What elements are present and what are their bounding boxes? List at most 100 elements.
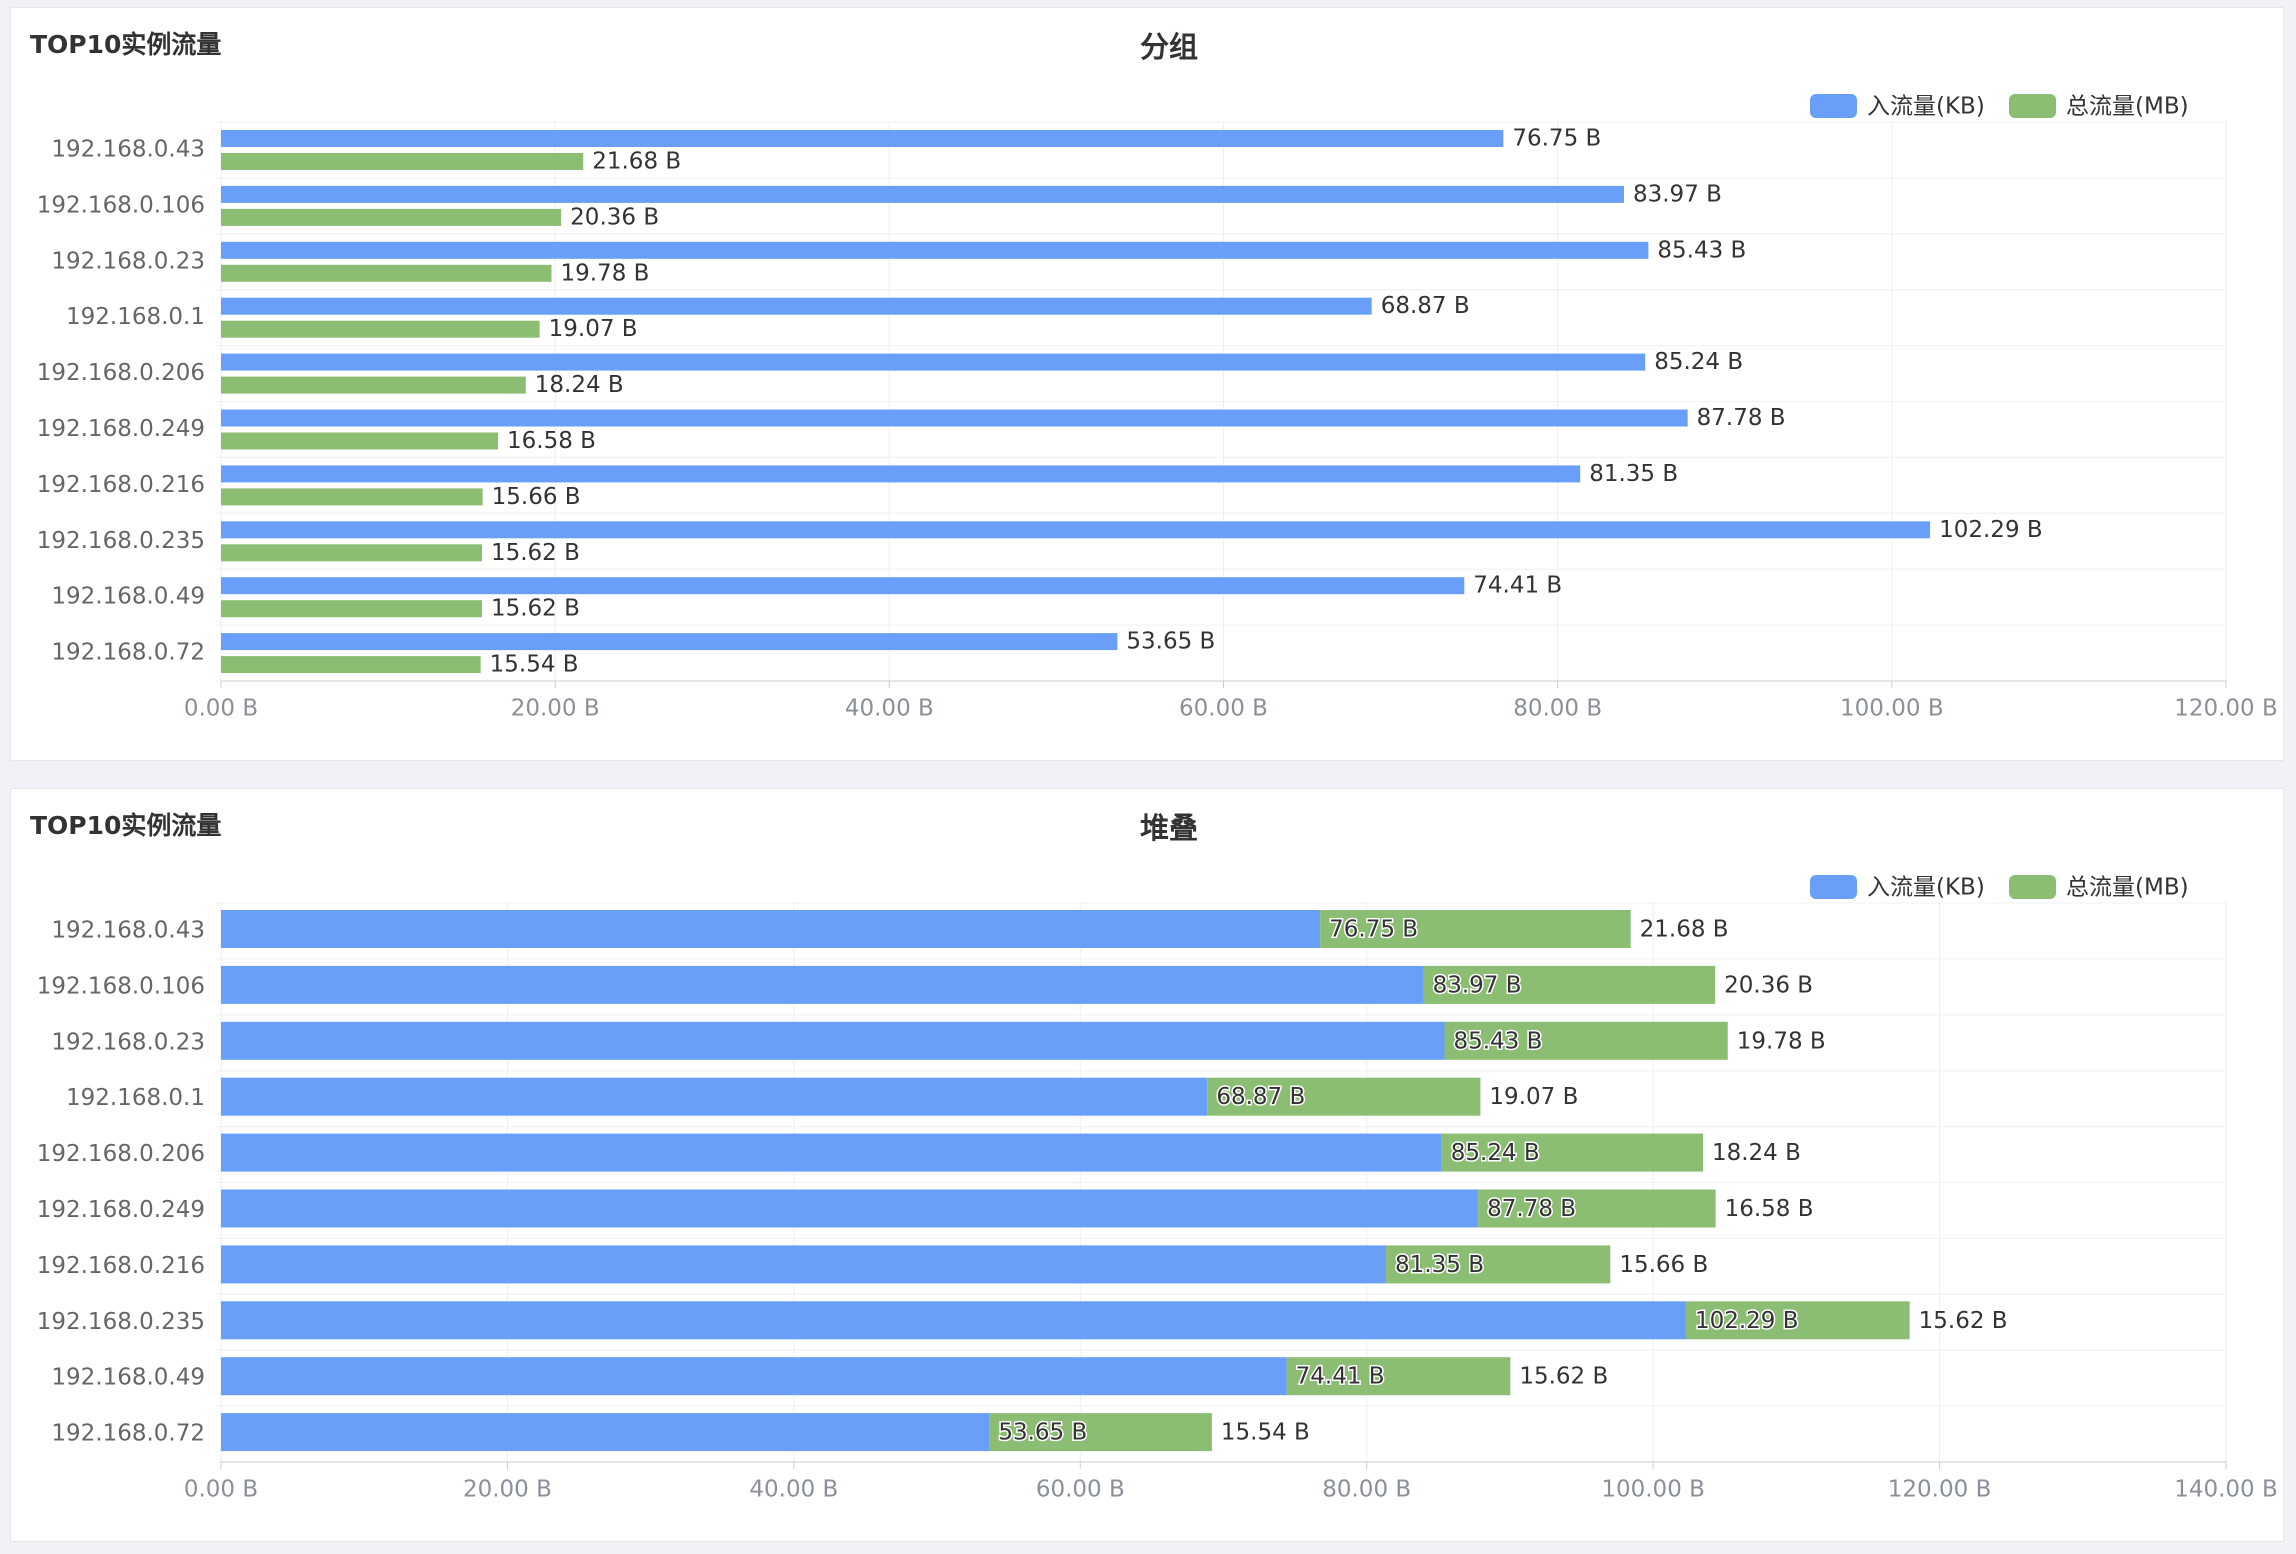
- legend-swatch: [2009, 875, 2056, 899]
- panel-title: TOP10实例流量: [30, 30, 221, 59]
- data-label: 87.78 B: [1697, 405, 1786, 431]
- bar-segment: [1207, 1077, 1481, 1116]
- bar: [221, 544, 482, 562]
- data-label: 81.35 B: [1589, 461, 1678, 487]
- data-label: 15.62 B: [491, 540, 580, 566]
- chart-panel: TOP10实例流量 堆叠 入流量(KB) 总流量(MB) 0.00 B 20.00 B 40…: [10, 788, 2284, 1542]
- data-label: 76.75 B: [1512, 126, 1601, 152]
- panel-title: TOP10实例流量: [30, 811, 221, 840]
- x-tick-label: 80.00 B: [1322, 1477, 1411, 1503]
- y-tick-label: 192.168.0.1: [66, 1085, 205, 1111]
- data-label: 87.78 B: [1487, 1196, 1576, 1222]
- bar-segment: [1423, 965, 1716, 1004]
- data-label: 68.87 B: [1381, 293, 1470, 319]
- bar: [221, 409, 1688, 427]
- y-tick-label: 192.168.0.249: [37, 416, 205, 442]
- x-tick-label: 120.00 B: [1888, 1477, 1992, 1503]
- legend-label: 入流量(KB): [1867, 875, 1985, 901]
- y-tick-label: 192.168.0.1: [66, 304, 205, 330]
- data-label: 21.68 B: [592, 149, 681, 175]
- data-label: 20.36 B: [570, 204, 659, 230]
- y-tick-label: 192.168.0.206: [37, 1141, 205, 1167]
- bar: [221, 241, 1649, 259]
- x-tick-label: 20.00 B: [511, 696, 600, 722]
- bar-segment: [1441, 1133, 1703, 1172]
- bar-segment: [1320, 910, 1631, 948]
- legend-swatch: [1810, 94, 1857, 118]
- x-tick-label: 140.00 B: [2174, 1477, 2278, 1503]
- bar: [221, 465, 1581, 483]
- bar-segment: [1286, 1357, 1511, 1396]
- bar-segment: [1386, 1245, 1611, 1284]
- bar-segment: [221, 1301, 1686, 1340]
- y-tick-label: 192.168.0.43: [51, 136, 205, 162]
- data-label: 19.78 B: [560, 260, 649, 286]
- bar: [221, 633, 1118, 651]
- data-label: 83.97 B: [1433, 972, 1522, 998]
- x-tick-label: 20.00 B: [463, 1477, 552, 1503]
- x-tick-label: 120.00 B: [2174, 696, 2278, 722]
- y-tick-label: 192.168.0.49: [51, 1365, 205, 1391]
- x-tick-label: 40.00 B: [845, 696, 934, 722]
- data-label: 85.24 B: [1451, 1140, 1540, 1166]
- data-label: 53.65 B: [998, 1420, 1087, 1446]
- legend-swatch: [2009, 94, 2056, 118]
- bar-segment: [221, 1021, 1445, 1060]
- y-tick-label: 192.168.0.72: [51, 1421, 205, 1447]
- data-label: 18.24 B: [535, 372, 624, 398]
- y-tick-label: 192.168.0.235: [37, 528, 205, 554]
- data-label: 16.58 B: [507, 428, 596, 454]
- data-label: 21.68 B: [1640, 917, 1729, 943]
- data-label: 19.07 B: [549, 316, 638, 342]
- data-label: 19.78 B: [1737, 1028, 1826, 1054]
- data-label: 74.41 B: [1473, 573, 1562, 599]
- legend-label: 入流量(KB): [1867, 94, 1985, 120]
- data-label: 15.54 B: [1221, 1420, 1310, 1446]
- bar-segment: [221, 910, 1321, 948]
- y-tick-label: 192.168.0.249: [37, 1197, 205, 1223]
- bar: [221, 153, 584, 170]
- bar: [221, 320, 540, 338]
- bar-segment: [1685, 1301, 1910, 1340]
- y-tick-label: 192.168.0.49: [51, 584, 205, 610]
- legend-label: 总流量(MB): [2066, 875, 2189, 901]
- x-tick-label: 0.00 B: [184, 1477, 258, 1503]
- data-label: 102.29 B: [1695, 1308, 1799, 1334]
- bar: [221, 432, 499, 450]
- data-label: 53.65 B: [1126, 629, 1215, 655]
- data-label: 15.54 B: [490, 652, 579, 678]
- bar-segment: [221, 1413, 990, 1452]
- data-label: 15.62 B: [1519, 1364, 1608, 1390]
- bar-segment: [221, 1357, 1287, 1396]
- data-label: 85.24 B: [1654, 349, 1743, 375]
- data-label: 74.41 B: [1296, 1364, 1385, 1390]
- bar-segment: [221, 1189, 1479, 1228]
- bar-segment: [221, 1077, 1208, 1116]
- x-tick-label: 80.00 B: [1513, 696, 1602, 722]
- bar-segment: [221, 965, 1424, 1004]
- data-label: 18.24 B: [1712, 1140, 1801, 1166]
- y-tick-label: 192.168.0.216: [37, 472, 205, 498]
- bar-segment: [1478, 1189, 1716, 1228]
- bar: [221, 353, 1646, 371]
- bar: [221, 577, 1465, 595]
- data-label: 76.75 B: [1329, 917, 1418, 943]
- bar-segment: [1444, 1021, 1728, 1060]
- y-tick-label: 192.168.0.106: [37, 973, 205, 999]
- bar-segment: [989, 1413, 1212, 1452]
- bar: [221, 600, 482, 618]
- y-tick-label: 192.168.0.206: [37, 360, 205, 386]
- data-label: 15.66 B: [492, 484, 581, 510]
- data-label: 20.36 B: [1724, 972, 1813, 998]
- y-tick-label: 192.168.0.216: [37, 1253, 205, 1279]
- bar: [221, 208, 562, 226]
- bar: [221, 297, 1372, 315]
- data-label: 16.58 B: [1725, 1196, 1814, 1222]
- x-tick-label: 60.00 B: [1179, 696, 1268, 722]
- legend-label: 总流量(MB): [2066, 94, 2189, 120]
- x-tick-label: 100.00 B: [1840, 696, 1944, 722]
- legend-swatch: [1810, 875, 1857, 899]
